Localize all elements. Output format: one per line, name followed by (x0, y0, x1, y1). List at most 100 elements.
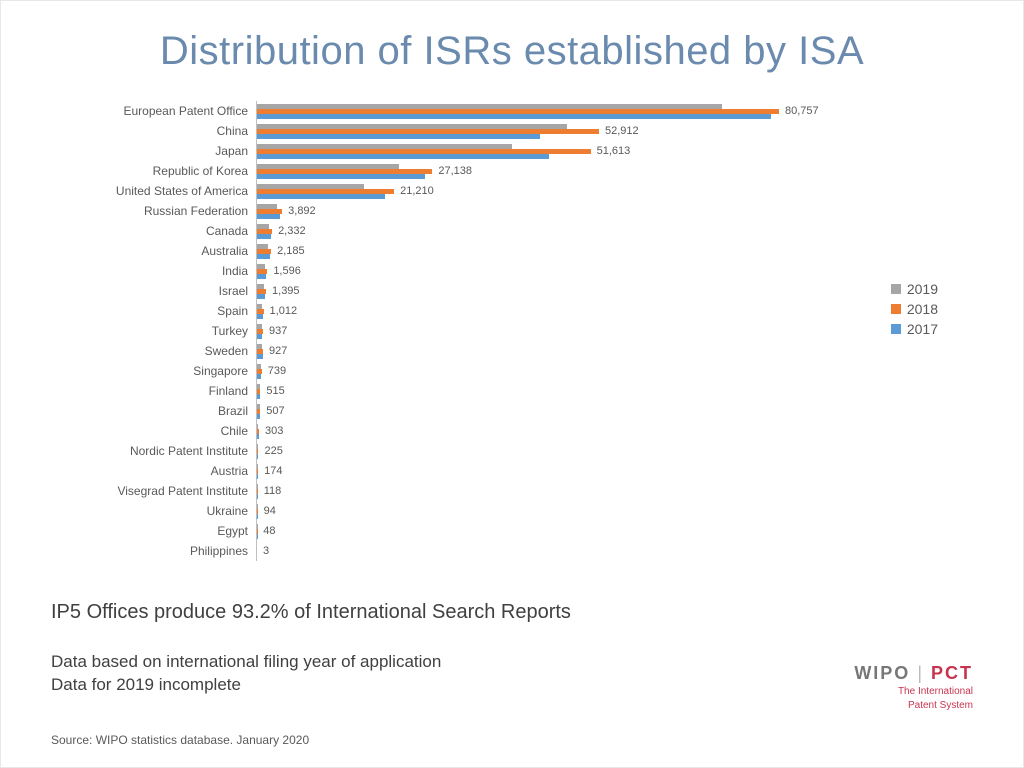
value-label: 2,332 (278, 225, 306, 237)
value-label: 52,912 (605, 125, 639, 137)
chart-row: Visegrad Patent Institute118 (71, 481, 791, 501)
bar-2017 (257, 274, 266, 279)
chart-row: Turkey 937 (71, 321, 791, 341)
legend-swatch (891, 324, 901, 334)
bars-area: 2,332 (256, 221, 791, 241)
legend-item: 2018 (891, 301, 938, 317)
value-label: 1,596 (273, 265, 301, 277)
category-label: Turkey (71, 324, 256, 338)
chart-row: Canada2,332 (71, 221, 791, 241)
chart-row: Ukraine94 (71, 501, 791, 521)
chart-row: Singapore739 (71, 361, 791, 381)
value-label: 3,892 (288, 205, 316, 217)
chart-row: Russian Federation3,892 (71, 201, 791, 221)
category-label: Finland (71, 384, 256, 398)
chart-row: United States of America 21,210 (71, 181, 791, 201)
bar-2017 (257, 434, 259, 439)
legend-item: 2019 (891, 281, 938, 297)
legend-swatch (891, 304, 901, 314)
bars-area: 515 (256, 381, 791, 401)
footnote-line-2: Data for 2019 incomplete (51, 674, 441, 697)
bar-2017 (257, 154, 549, 159)
bars-area: 303 (256, 421, 791, 441)
wipo-tagline-2: Patent System (854, 700, 973, 712)
category-label: Visegrad Patent Institute (71, 484, 256, 498)
footnote-line-1: Data based on international filing year … (51, 651, 441, 674)
value-label: 3 (263, 545, 269, 557)
bars-area: 1,395 (256, 281, 791, 301)
bars-area: 1,012 (256, 301, 791, 321)
value-label: 80,757 (785, 105, 819, 117)
wipo-tagline-1: The International (854, 686, 973, 698)
value-label: 51,613 (597, 145, 631, 157)
category-label: Philippines (71, 544, 256, 558)
bar-2017 (257, 114, 771, 119)
value-label: 27,138 (438, 165, 472, 177)
bars-area: 94 (256, 501, 791, 521)
category-label: Japan (71, 144, 256, 158)
legend-label: 2017 (907, 321, 938, 337)
chart-row: Spain 1,012 (71, 301, 791, 321)
category-label: Israel (71, 284, 256, 298)
wipo-text: WIPO (854, 663, 910, 683)
value-label: 507 (266, 405, 284, 417)
bar-2017 (257, 334, 262, 339)
category-label: Austria (71, 464, 256, 478)
value-label: 937 (269, 325, 287, 337)
category-label: China (71, 124, 256, 138)
bars-area: 225 (256, 441, 791, 461)
bar-2017 (257, 234, 271, 239)
chart-row: Japan 51,613 (71, 141, 791, 161)
chart-row: Austria 174 (71, 461, 791, 481)
category-label: United States of America (71, 184, 256, 198)
chart-row: Sweden 927 (71, 341, 791, 361)
bars-area: 937 (256, 321, 791, 341)
value-label: 225 (264, 445, 282, 457)
value-label: 927 (269, 345, 287, 357)
chart-row: India1,596 (71, 261, 791, 281)
chart-row: Republic of Korea27,138 (71, 161, 791, 181)
value-label: 2,185 (277, 245, 305, 257)
chart-row: Australia 2,185 (71, 241, 791, 261)
bars-area: 927 (256, 341, 791, 361)
value-label: 1,012 (270, 305, 298, 317)
bar-2017 (257, 374, 261, 379)
footnote: Data based on international filing year … (51, 651, 441, 697)
chart-row: Nordic Patent Institute 225 (71, 441, 791, 461)
category-label: Chile (71, 424, 256, 438)
summary-text: IP5 Offices produce 93.2% of Internation… (51, 601, 571, 624)
bars-area: 80,757 (256, 101, 791, 121)
category-label: Nordic Patent Institute (71, 444, 256, 458)
category-label: Brazil (71, 404, 256, 418)
wipo-logo: WIPO | PCT The International Patent Syst… (854, 663, 973, 712)
category-label: Spain (71, 304, 256, 318)
legend-item: 2017 (891, 321, 938, 337)
isr-bar-chart: European Patent Office80,757China 52,912 J… (71, 101, 791, 561)
category-label: Singapore (71, 364, 256, 378)
bar-2017 (257, 514, 258, 519)
legend-label: 2018 (907, 301, 938, 317)
category-label: Sweden (71, 344, 256, 358)
bar-2017 (257, 294, 265, 299)
chart-row: Chile303 (71, 421, 791, 441)
bar-2017 (257, 354, 263, 359)
bars-area: 27,138 (256, 161, 791, 181)
bar-2017 (257, 454, 258, 459)
bar-2017 (257, 194, 385, 199)
value-label: 174 (264, 465, 282, 477)
bars-area: 2,185 (256, 241, 791, 261)
category-label: Australia (71, 244, 256, 258)
bars-area: 507 (256, 401, 791, 421)
value-label: 48 (263, 525, 275, 537)
legend-swatch (891, 284, 901, 294)
bar-2017 (257, 314, 263, 319)
chart-row: Egypt48 (71, 521, 791, 541)
bars-area: 174 (256, 461, 791, 481)
value-label: 21,210 (400, 185, 434, 197)
pct-text: PCT (931, 663, 973, 683)
bar-2017 (257, 414, 260, 419)
chart-legend: 2019 2018 2017 (891, 281, 938, 341)
bars-area: 51,613 (256, 141, 791, 161)
category-label: European Patent Office (71, 104, 256, 118)
bar-2017 (257, 134, 540, 139)
